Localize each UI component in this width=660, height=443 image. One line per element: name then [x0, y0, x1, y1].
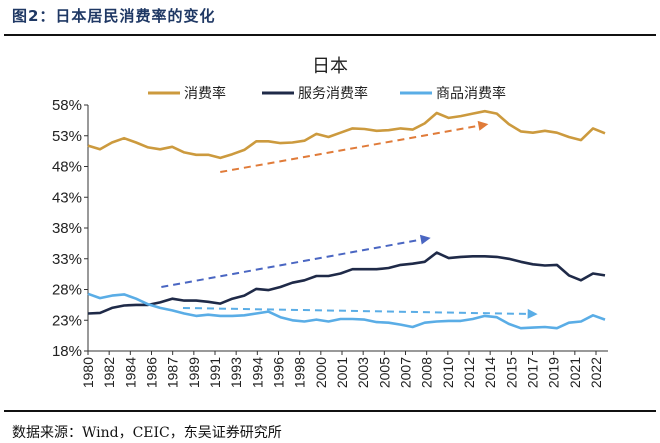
y-tick-label: 33%: [52, 251, 82, 268]
trend-arrow-line: [220, 124, 479, 174]
legend: 消费率 服务消费率 商品消费率: [148, 85, 506, 102]
x-tick-label: 1987: [165, 357, 181, 388]
x-tick-label: 2015: [503, 357, 519, 388]
trend-arrow-head: [527, 308, 538, 319]
y-tick-label: 48%: [52, 159, 82, 176]
x-tick-label: 2017: [525, 357, 541, 388]
y-tick-label: 18%: [52, 343, 82, 360]
top-rule: [4, 34, 656, 36]
x-tick-label: 1982: [101, 357, 117, 388]
series-line: [87, 292, 606, 330]
x-tick-label: 1989: [186, 357, 202, 388]
series-line: [87, 109, 606, 160]
y-tick-label: 53%: [52, 128, 82, 145]
x-tick-label: 2008: [419, 357, 435, 388]
x-tick-label: 1996: [271, 357, 287, 388]
x-tick-label: 1980: [80, 357, 96, 388]
x-tick-label: 2001: [334, 357, 350, 388]
legend-label: 服务消费率: [298, 85, 368, 102]
axes: 18% 23% 28% 33% 38% 43% 48% 53% 58% 1980 1982 1984 1…: [52, 97, 608, 388]
x-tick-label: 2010: [440, 357, 456, 388]
trend-arrow-line: [182, 306, 528, 315]
y-tick-label: 43%: [52, 189, 82, 206]
x-tick-label: 2022: [588, 357, 604, 388]
x-tick-label: 2012: [461, 357, 477, 388]
source-note: 数据来源：Wind，CEIC，东吴证券研究所: [12, 425, 282, 441]
bottom-rule: [4, 410, 656, 412]
x-tick-label: 2005: [376, 357, 392, 388]
x-tick-label: 1991: [207, 357, 223, 388]
x-tick-label: 2021: [567, 357, 583, 388]
y-tick-label: 28%: [52, 282, 82, 299]
trend-arrow-head: [419, 234, 431, 245]
chart-title: 日本: [312, 56, 348, 77]
x-tick-label: 2003: [355, 357, 371, 388]
legend-label: 商品消费率: [436, 85, 506, 102]
trend-arrow-head: [477, 120, 489, 131]
x-tick-label: 2019: [546, 357, 562, 388]
x-tick-label: 1984: [122, 357, 138, 388]
trend-arrows: [161, 120, 538, 319]
x-tick-label: 1986: [144, 357, 160, 388]
x-tick-label: 2000: [313, 357, 329, 388]
figure-caption: 图2：日本居民消费率的变化: [12, 7, 216, 25]
y-tick-label: 23%: [52, 312, 82, 329]
x-tick-label: 1998: [292, 357, 308, 388]
x-tick-label: 1994: [249, 357, 265, 388]
trend-arrow-line: [161, 238, 422, 289]
y-tick-label: 58%: [52, 97, 82, 114]
x-tick-label: 2007: [398, 357, 414, 388]
x-tick-label: 2014: [482, 357, 498, 388]
legend-label: 消费率: [184, 85, 226, 102]
series-lines: [87, 109, 606, 330]
y-tick-label: 38%: [52, 220, 82, 237]
series-line: [87, 251, 606, 315]
x-tick-label: 1993: [228, 357, 244, 388]
